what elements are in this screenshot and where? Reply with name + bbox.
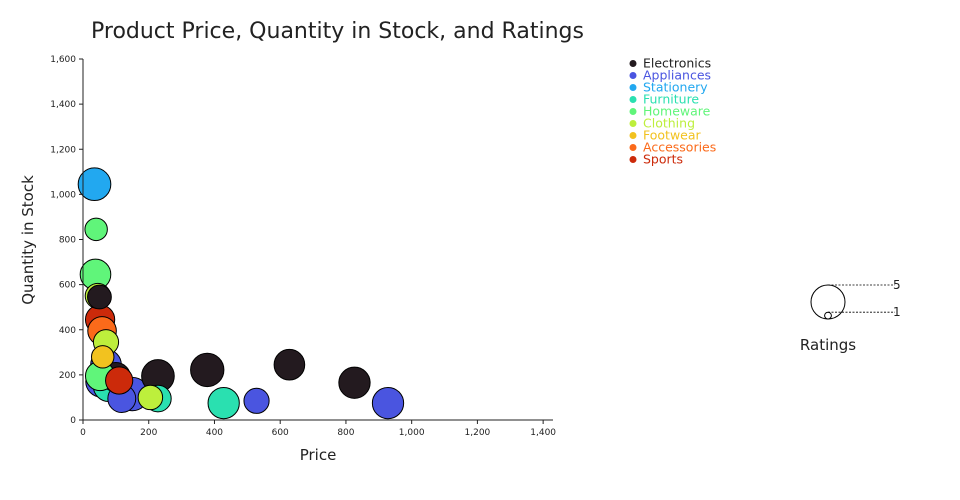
y-tick-label: 400 <box>59 326 76 336</box>
legend-label-footwear[interactable]: Footwear <box>643 128 702 143</box>
size-legend-label: 1 <box>893 305 901 319</box>
y-tick-label: 800 <box>59 236 76 246</box>
size-legend-label: 5 <box>893 278 901 292</box>
size-legend-circle <box>824 311 832 320</box>
data-point-electronics[interactable] <box>190 352 225 388</box>
legend-marker-footwear <box>629 132 637 139</box>
legend-marker-electronics <box>629 60 637 67</box>
plot-area: 0 200 400 600 800 1,000 1,200 1,400 0 200 400 600 8… <box>50 55 556 438</box>
legend-marker-furniture <box>629 96 637 103</box>
legend-label-furniture[interactable]: Furniture <box>643 92 699 107</box>
data-point-clothing[interactable] <box>137 384 164 411</box>
x-tick-label: 600 <box>272 428 289 438</box>
legend-label-electronics[interactable]: Electronics <box>643 56 711 71</box>
x-tick-label: 1,200 <box>465 428 491 438</box>
legend: ElectronicsAppliancesStationeryFurniture… <box>629 56 716 167</box>
legend-label-appliances[interactable]: Appliances <box>643 68 711 83</box>
x-tick-label: 1,000 <box>399 428 425 438</box>
y-tick-label: 1,200 <box>50 145 76 155</box>
legend-marker-stationery <box>629 84 637 91</box>
data-point-appliances[interactable] <box>243 387 270 414</box>
x-tick-label: 800 <box>337 428 354 438</box>
size-legend: Ratings 5 1 <box>800 278 901 354</box>
y-tick-label: 1,600 <box>50 55 76 65</box>
legend-label-stationery[interactable]: Stationery <box>643 80 708 95</box>
legend-marker-appliances <box>629 72 637 79</box>
y-tick-label: 1,400 <box>50 100 76 110</box>
data-point-electronics[interactable] <box>338 366 371 399</box>
points-layer <box>77 167 405 420</box>
size-legend-title: Ratings <box>800 336 856 354</box>
data-point-sports[interactable] <box>105 366 134 395</box>
data-point-stationery[interactable] <box>77 167 112 202</box>
data-point-electronics[interactable] <box>273 348 306 381</box>
x-tick-label: 0 <box>80 428 86 438</box>
y-tick-label: 200 <box>59 371 76 381</box>
x-ticks: 0 200 400 600 800 1,000 1,200 1,400 <box>80 420 556 438</box>
y-axis-title: Quantity in Stock <box>19 175 37 305</box>
y-tick-label: 1,000 <box>50 190 76 200</box>
data-point-footwear[interactable] <box>91 345 115 369</box>
x-axis-title: Price <box>300 446 337 464</box>
chart-title: Product Price, Quantity in Stock, and Ra… <box>91 19 584 44</box>
x-tick-label: 200 <box>140 428 157 438</box>
y-ticks: 0 200 400 600 800 1,000 1,200 1,400 1,600 <box>50 55 83 426</box>
legend-label-clothing[interactable]: Clothing <box>643 116 695 131</box>
legend-marker-sports <box>629 156 637 163</box>
legend-label-sports[interactable]: Sports <box>643 152 683 167</box>
data-point-homeware[interactable] <box>84 217 108 242</box>
legend-marker-homeware <box>629 108 637 115</box>
legend-marker-accessories <box>629 144 637 151</box>
data-point-furniture[interactable] <box>207 386 240 420</box>
x-tick-label: 400 <box>206 428 223 438</box>
legend-label-homeware[interactable]: Homeware <box>643 104 711 119</box>
y-tick-label: 600 <box>59 281 76 291</box>
y-tick-label: 0 <box>70 416 76 426</box>
x-tick-label: 1,400 <box>530 428 556 438</box>
legend-label-accessories[interactable]: Accessories <box>643 140 716 155</box>
data-point-electronics[interactable] <box>87 284 112 310</box>
data-point-appliances[interactable] <box>371 386 405 420</box>
legend-marker-clothing <box>629 120 637 127</box>
